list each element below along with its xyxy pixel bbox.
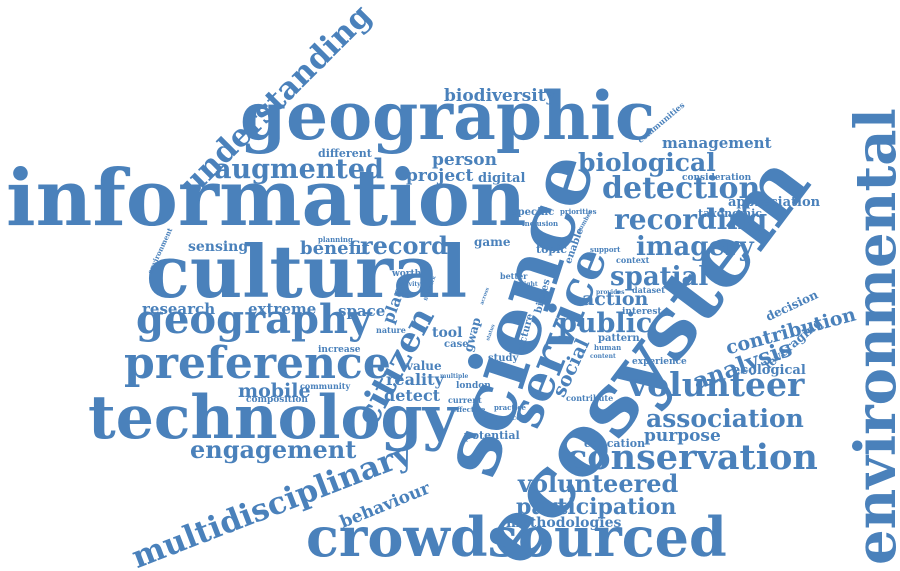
- word-research: research: [142, 302, 215, 317]
- word-activity: activity: [396, 282, 421, 288]
- word-effective: effective: [452, 406, 485, 413]
- word-specific: specific: [512, 208, 554, 218]
- word-education: education: [584, 438, 645, 449]
- word-current: current: [448, 396, 482, 404]
- word-sequence: sequence: [484, 414, 521, 421]
- word-tool: tool: [432, 326, 462, 340]
- word-nature: nature: [376, 326, 406, 334]
- word-provides: provides: [596, 290, 625, 296]
- word-consideration: consideration: [682, 174, 751, 183]
- word-inclusion: inclusion: [522, 220, 558, 227]
- word-context: context: [616, 256, 649, 264]
- word-environmental: environmental: [848, 108, 900, 565]
- word-experience: experience: [632, 358, 687, 367]
- word-london: london: [456, 382, 491, 391]
- word-potential: potential: [464, 430, 520, 441]
- word-composition: composition: [246, 396, 308, 405]
- word-study: study: [488, 354, 518, 364]
- word-degree: degree: [394, 292, 417, 298]
- word-better: better: [500, 272, 527, 280]
- word-game: game: [474, 236, 511, 248]
- word-value: value: [406, 360, 442, 372]
- word-worth: worth: [392, 270, 421, 279]
- word-digital: digital: [478, 172, 525, 185]
- word-augmented: augmented: [214, 156, 384, 183]
- word-multiple: multiple: [440, 374, 468, 380]
- word-content: content: [590, 354, 616, 360]
- word-dataset: dataset: [632, 286, 665, 294]
- word-project: project: [406, 168, 473, 185]
- word-insight: insight: [514, 282, 538, 288]
- word-purpose: purpose: [644, 428, 721, 445]
- word-engagement: engagement: [190, 438, 356, 462]
- word-topic: topic: [536, 244, 567, 255]
- word-community: community: [300, 382, 350, 390]
- word-record: record: [360, 234, 448, 258]
- word-interest: interest: [622, 308, 662, 317]
- word-volunteered: volunteered: [518, 472, 678, 496]
- word-extreme: extreme: [248, 302, 316, 317]
- word-methodologies: methodologies: [506, 516, 621, 530]
- word-sensing: sensing: [188, 240, 248, 254]
- word-contribute: contribute: [566, 394, 613, 402]
- word-imagery: imagery: [636, 234, 754, 260]
- word-practice: practice: [494, 404, 526, 411]
- word-taxonomic: taxonomic: [698, 208, 762, 219]
- word-biodiversity: biodiversity: [444, 88, 555, 105]
- word-increase: increase: [318, 346, 361, 355]
- word-planning: planning: [318, 236, 353, 243]
- word-different: different: [318, 148, 372, 159]
- word-detect: detect: [384, 388, 440, 404]
- word-human: human: [594, 344, 621, 351]
- word-support: support: [590, 246, 620, 253]
